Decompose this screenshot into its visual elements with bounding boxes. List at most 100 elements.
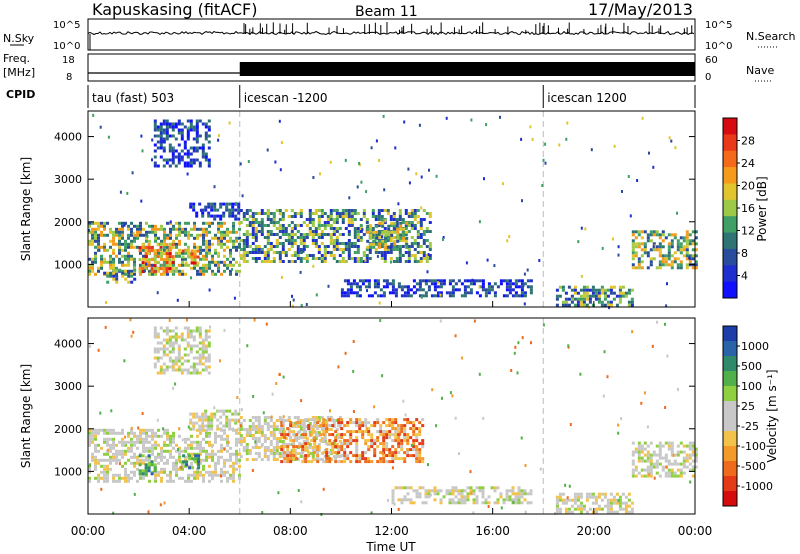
heatmap-cell xyxy=(254,257,258,260)
freq-unit: [MHz] xyxy=(3,66,35,79)
heatmap-cell xyxy=(214,236,217,240)
heatmap-cell xyxy=(88,230,91,234)
heatmap-cell xyxy=(266,239,270,242)
x-tick-label: 00:00 xyxy=(678,524,713,538)
heatmap-cell xyxy=(418,421,422,425)
heatmap-cell xyxy=(272,446,276,449)
colorbar-swatch xyxy=(723,118,737,135)
heatmap-cell xyxy=(302,221,306,224)
heatmap-cell xyxy=(576,504,580,508)
heatmap-cell xyxy=(483,177,485,181)
heatmap-cell xyxy=(588,507,592,511)
heatmap-cell xyxy=(517,498,521,502)
heatmap-cell xyxy=(313,421,317,425)
heatmap-cell xyxy=(646,453,650,457)
heatmap-cell xyxy=(451,486,455,490)
heatmap-cell xyxy=(198,326,202,330)
heatmap-cell xyxy=(183,143,187,147)
heatmap-cell xyxy=(314,431,318,434)
heatmap-cell xyxy=(685,453,689,457)
heatmap-cell xyxy=(328,460,332,464)
heatmap-cell xyxy=(394,288,398,292)
heatmap-cell xyxy=(334,445,338,449)
heatmap-cell xyxy=(251,434,255,437)
heatmap-cell xyxy=(175,251,178,255)
heatmap-cell xyxy=(204,365,208,369)
heatmap-cell xyxy=(171,134,175,138)
heatmap-cell xyxy=(124,476,127,480)
heatmap-cell xyxy=(145,458,148,462)
heatmap-cell xyxy=(356,233,360,236)
heatmap-cell xyxy=(127,254,130,258)
heatmap-cell xyxy=(390,221,394,225)
heatmap-cell xyxy=(175,443,178,447)
heatmap-cell xyxy=(496,285,500,289)
heatmap-cell xyxy=(283,457,287,461)
heatmap-cell xyxy=(597,300,601,304)
heatmap-cell xyxy=(594,495,598,499)
heatmap-cell xyxy=(94,239,97,243)
heatmap-cell xyxy=(207,418,211,422)
heatmap-cell xyxy=(636,179,639,182)
heatmap-cell xyxy=(469,279,473,283)
heatmap-cell xyxy=(223,431,226,435)
heatmap-cell xyxy=(150,472,154,476)
heatmap-cell xyxy=(415,495,419,499)
heatmap-cell xyxy=(231,205,235,209)
colorbar-swatch xyxy=(723,150,737,168)
heatmap-cell xyxy=(153,466,157,470)
heatmap-cell xyxy=(319,172,321,176)
heatmap-cell xyxy=(290,422,294,425)
heatmap-cell xyxy=(127,233,130,237)
heatmap-cell xyxy=(207,146,211,150)
heatmap-cell xyxy=(172,263,175,267)
heatmap-cell xyxy=(652,242,656,246)
heatmap-cell xyxy=(394,436,398,440)
heatmap-cell xyxy=(208,455,211,459)
heatmap-cell xyxy=(193,261,197,265)
heatmap-cell xyxy=(287,215,291,218)
heatmap-cell xyxy=(667,468,671,472)
heatmap-cell xyxy=(457,288,461,292)
heatmap-cell xyxy=(416,251,420,254)
heatmap-cell xyxy=(391,451,395,455)
heatmap-cell xyxy=(496,498,500,502)
heatmap-cell xyxy=(637,233,641,237)
heatmap-cell xyxy=(275,242,279,245)
heatmap-cell xyxy=(217,269,220,273)
heatmap-cell xyxy=(433,492,437,496)
heatmap-cell xyxy=(251,428,255,431)
heatmap-cell xyxy=(514,345,517,349)
heatmap-cell xyxy=(165,270,169,274)
heatmap-cell xyxy=(223,230,226,234)
heatmap-cell xyxy=(289,451,293,455)
heatmap-cell xyxy=(517,294,521,298)
heatmap-cell xyxy=(94,443,97,447)
heatmap-cell xyxy=(418,430,422,434)
heatmap-cell xyxy=(299,209,303,212)
heatmap-cell xyxy=(328,442,332,446)
heatmap-cell xyxy=(171,365,175,369)
heatmap-cell xyxy=(157,428,160,432)
heatmap-cell xyxy=(174,125,178,129)
heatmap-cell xyxy=(193,258,197,262)
heatmap-cell xyxy=(277,220,280,224)
heatmap-cell xyxy=(97,245,100,249)
heatmap-cell xyxy=(165,347,169,351)
heatmap-cell xyxy=(237,217,241,221)
heatmap-cell xyxy=(242,428,246,431)
heatmap-cell xyxy=(516,371,519,375)
heatmap-cell xyxy=(115,233,118,237)
heatmap-cell xyxy=(278,440,282,443)
heatmap-cell xyxy=(398,218,402,221)
heatmap-cell xyxy=(130,227,133,231)
heatmap-cell xyxy=(205,251,208,255)
heatmap-cell xyxy=(422,233,426,236)
heatmap-cell xyxy=(579,510,583,514)
heatmap-cell xyxy=(299,215,303,218)
heatmap-cell xyxy=(121,263,124,267)
heatmap-cell xyxy=(325,451,329,455)
heatmap-cell xyxy=(168,255,172,259)
heatmap-cell xyxy=(171,329,175,333)
